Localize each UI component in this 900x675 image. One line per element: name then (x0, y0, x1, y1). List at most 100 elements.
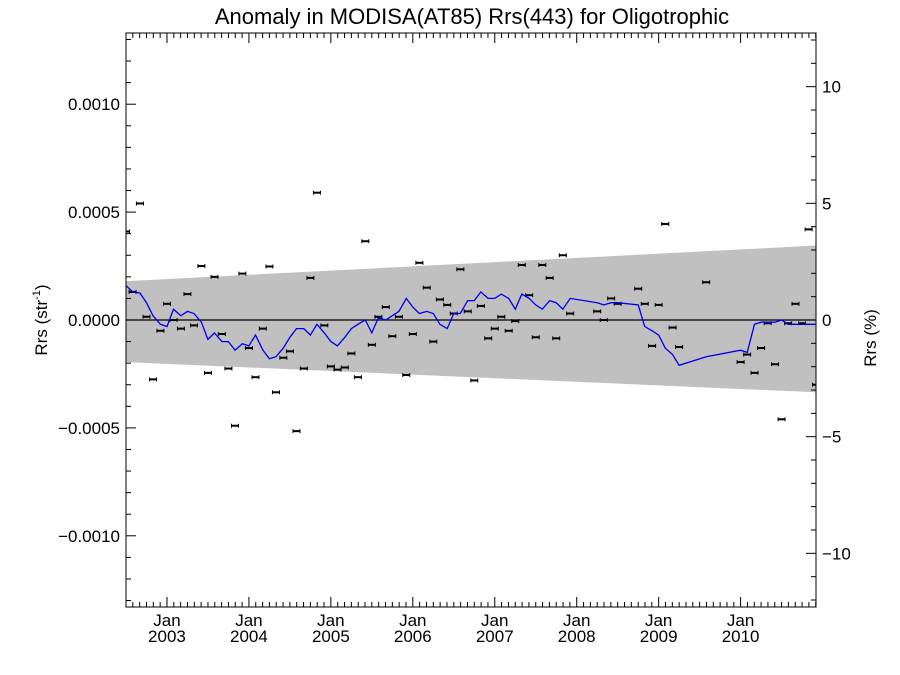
data-point (702, 280, 711, 285)
data-point (142, 314, 151, 319)
y-axis-label-left: Rrs (str-1) (31, 284, 51, 355)
x-tick-label-year: 2006 (394, 627, 432, 646)
x-tick-label-month: Jan (399, 611, 426, 630)
data-point (566, 311, 575, 316)
data-point (230, 423, 239, 428)
uncertainty-band (126, 245, 816, 393)
data-point (607, 296, 616, 301)
data-point (812, 382, 816, 387)
data-point (429, 339, 438, 344)
x-tick-label-month: Jan (317, 611, 344, 630)
data-point (367, 342, 376, 347)
x-tick-label-year: 2007 (476, 627, 514, 646)
data-point (402, 373, 411, 378)
data-point (306, 275, 315, 280)
data-point (750, 370, 759, 375)
data-point (422, 285, 431, 290)
data-point (292, 429, 301, 434)
data-point (470, 378, 479, 383)
data-point (374, 314, 383, 319)
data-point (203, 370, 212, 375)
data-point (244, 346, 253, 351)
data-point (634, 286, 643, 291)
data-point (361, 239, 370, 244)
data-point (593, 309, 602, 314)
y-tick-label-left: 0.0010 (68, 95, 120, 114)
data-point (661, 221, 670, 226)
x-tick-label-year: 2010 (722, 627, 760, 646)
data-point (771, 362, 780, 367)
data-point (640, 301, 649, 306)
series-line (126, 285, 816, 367)
data-point (531, 335, 540, 340)
x-tick-label-year: 2004 (230, 627, 268, 646)
data-point (381, 305, 390, 310)
data-point (504, 328, 513, 333)
data-point (271, 390, 280, 395)
data-point (435, 297, 444, 302)
x-tick-label-year: 2008 (558, 627, 596, 646)
data-point (408, 332, 417, 337)
x-tick-label-month: Jan (153, 611, 180, 630)
data-point (279, 355, 288, 360)
x-tick-label-month: Jan (235, 611, 262, 630)
data-point (183, 292, 192, 297)
y-tick-label-right: 0 (822, 311, 831, 330)
y-tick-label-right: 10 (822, 78, 841, 97)
data-point (299, 366, 308, 371)
data-point (675, 344, 684, 349)
data-point (210, 274, 219, 279)
data-point (791, 301, 800, 306)
data-point (743, 352, 752, 357)
x-tick-label-year: 2009 (640, 627, 678, 646)
data-point (654, 302, 663, 307)
data-point (149, 377, 158, 382)
y-tick-label-right: 5 (822, 194, 831, 213)
data-point (497, 314, 506, 319)
data-point (388, 334, 397, 339)
data-point (224, 366, 233, 371)
data-point (558, 253, 567, 258)
data-point (217, 332, 226, 337)
data-point (545, 275, 554, 280)
data-point (484, 336, 493, 341)
data-point (238, 271, 247, 276)
x-tick-label-month: Jan (563, 611, 590, 630)
y-axis-label-left-close: ) (32, 284, 51, 290)
y-tick-label-left: −0.0005 (58, 419, 120, 438)
y-tick-label-left: 0.0005 (68, 203, 120, 222)
data-point (804, 227, 813, 232)
data-point (176, 326, 185, 331)
x-tick-label-year: 2005 (312, 627, 350, 646)
data-point (320, 323, 329, 328)
data-point (162, 301, 171, 306)
data-point (599, 318, 608, 322)
y-axis-label-left-text: Rrs (str (32, 300, 51, 356)
x-tick-label-month: Jan (481, 611, 508, 630)
x-tick-label-month: Jan (727, 611, 754, 630)
data-point (517, 262, 526, 267)
data-point (265, 264, 274, 269)
data-point (668, 325, 677, 330)
plot-area: 0.0010 0.0005 0.0000 −0.0005 −0.0010 10 5 0 −5 −1… (58, 32, 851, 646)
y-tick-label-right: −5 (822, 428, 841, 447)
data-point (443, 302, 452, 307)
data-point (476, 303, 485, 308)
data-point (648, 343, 657, 348)
data-point (126, 229, 130, 234)
data-point (415, 260, 424, 265)
y-tick-label-left: 0.0000 (68, 311, 120, 330)
x-tick-label-month: Jan (645, 611, 672, 630)
data-point (197, 264, 206, 269)
chart-title: Anomaly in MODISA(AT85) Rrs(443) for Oli… (215, 4, 729, 29)
data-point (156, 328, 165, 333)
y-tick-label-right: −10 (822, 544, 851, 563)
data-point (285, 349, 294, 354)
y-axis-label-right: Rrs (%) (861, 309, 880, 367)
data-point (347, 351, 356, 356)
data-point (312, 190, 321, 195)
data-point (511, 319, 520, 324)
data-point (251, 375, 260, 380)
data-point (538, 262, 547, 267)
data-point (777, 417, 786, 422)
